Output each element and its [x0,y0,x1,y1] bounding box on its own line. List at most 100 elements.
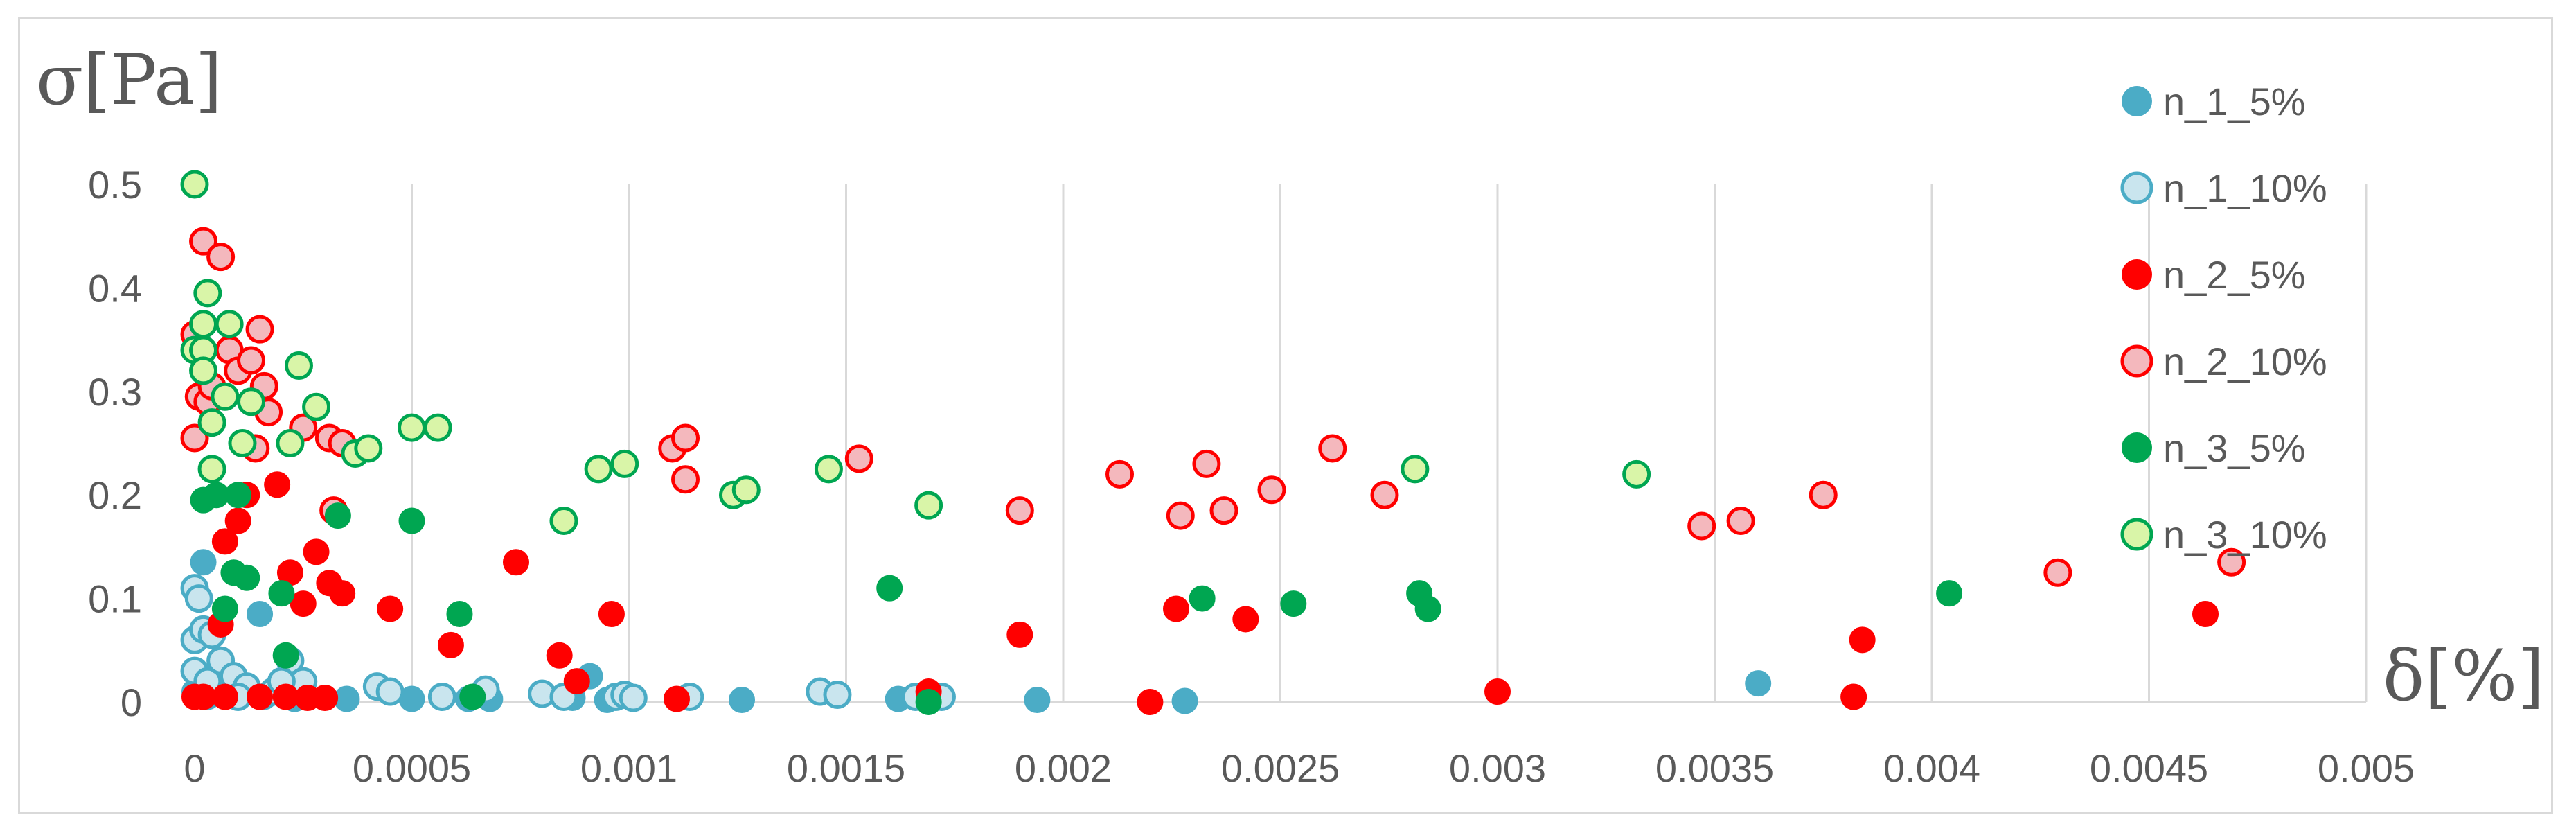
series-4 [180,227,2246,587]
data-point [180,423,209,453]
data-point [354,434,383,463]
data-point [329,580,356,607]
data-point [233,564,260,591]
data-point [1024,687,1051,714]
data-point [1936,580,1963,607]
x-tick-label: 0.0015 [787,746,905,790]
data-point [211,683,238,710]
data-point [459,683,486,710]
data-point [375,677,405,706]
data-point [663,685,690,712]
data-point [1370,480,1399,509]
x-tick-label: 0.001 [580,746,677,790]
data-point [619,683,648,712]
data-point [1840,683,1867,710]
x-tick-label: 0 [184,746,205,790]
data-point [1163,595,1190,622]
data-point [206,243,236,272]
data-point [302,392,331,421]
data-point [437,631,464,658]
data-point [914,491,943,520]
legend-marker [2122,86,2152,116]
data-point [237,387,266,417]
series-6 [180,170,1651,536]
legend-label: n_3_10% [2163,513,2327,556]
data-point [1137,689,1164,715]
data-point [224,482,251,509]
data-point [247,683,274,710]
data-point [1414,595,1441,622]
data-point [814,455,843,484]
data-point [1006,621,1033,648]
data-point [1401,455,1430,484]
data-point [1257,475,1286,505]
y-tick-label: 0.3 [88,370,142,414]
data-point [245,315,274,344]
data-point [237,346,266,375]
data-point [2043,558,2072,587]
data-point [584,455,613,484]
legend-label: n_2_5% [2163,253,2306,297]
data-point [823,681,852,710]
legend-marker [2120,518,2153,551]
data-point [290,590,317,617]
x-tick-label: 0.0025 [1221,746,1340,790]
data-point [1726,507,1755,536]
tick-labels: 0 0.0005 0.001 0.0015 0.002 0.0025 0.003 0.0035… [88,163,2415,790]
x-tick-label: 0.0005 [353,746,471,790]
data-point [211,382,240,411]
data-point [1687,511,1716,541]
x-tick-label: 0.005 [2318,746,2415,790]
data-point [264,471,291,498]
data-point [189,227,218,256]
x-axis-label: δ[%] [2383,635,2544,717]
data-point [844,444,873,473]
legend-marker [2120,171,2153,204]
gridlines [411,184,2368,702]
data-point [184,584,213,613]
data-point [1209,496,1238,525]
data-point [1622,459,1651,489]
data-point [224,507,251,534]
data-point [502,549,529,576]
data-point [1809,480,1838,509]
data-point [272,642,299,669]
data-point [671,465,700,494]
data-point [215,310,244,339]
data-point [1232,606,1259,633]
data-point [211,528,238,555]
data-point [549,507,578,536]
data-point [197,455,226,484]
data-point [193,279,222,308]
legend-label: n_1_10% [2163,166,2327,210]
data-point [284,351,313,380]
x-tick-label: 0.0045 [2090,746,2208,790]
data-point [1105,459,1135,489]
data-point [1192,449,1221,478]
legend-label: n_2_10% [2163,340,2327,383]
y-tick-label: 0.2 [88,473,142,517]
data-point [876,575,903,602]
data-point [189,310,218,339]
legend-label: n_1_5% [2163,80,2306,123]
data-points [180,170,2246,715]
data-point [915,689,942,715]
data-point [377,595,404,622]
data-point [303,538,330,565]
data-point [423,413,452,442]
y-tick-label: 0 [121,681,142,724]
data-point [729,687,756,714]
legend: n_1_5% n_1_10% n_2_5% n_2_10% n_3_5% n_3_10% [2120,80,2327,556]
data-point [211,595,238,622]
y-tick-label: 0.1 [88,577,142,621]
data-point [324,502,351,529]
data-point [247,601,274,628]
data-point [546,642,573,669]
data-point [268,580,295,607]
data-point [1280,590,1307,617]
data-point [398,507,425,534]
data-point [1849,626,1876,654]
data-point [1745,670,1772,697]
data-point [189,356,218,385]
